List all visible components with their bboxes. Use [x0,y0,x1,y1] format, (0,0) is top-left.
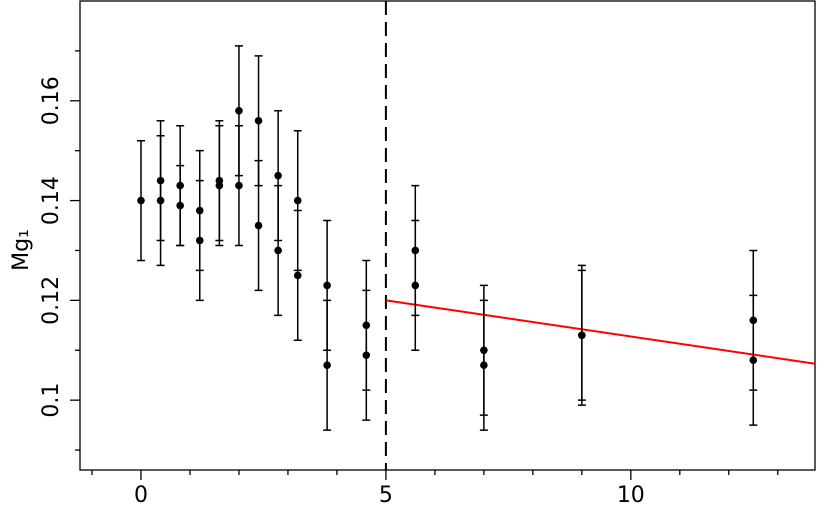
point [137,196,145,205]
point [293,196,302,205]
point [195,236,204,245]
point [293,271,302,280]
point [411,281,420,290]
y-tick-label: 0.12 [39,276,64,325]
fit-line [385,299,816,365]
point [176,201,184,210]
point [235,106,243,115]
y-axis-label: Mg₁ [9,229,34,271]
y-tick-label: 0.16 [39,76,64,125]
x-tick-label: 0 [134,483,148,506]
point [156,196,165,205]
plot-frame [79,0,816,471]
point [274,246,282,255]
point [254,116,263,125]
point [235,181,243,190]
point [215,181,224,190]
point [254,221,263,230]
point [749,356,758,365]
x-tick-label: 5 [379,483,393,506]
point [362,351,371,360]
point [323,281,331,290]
y-tick-label: 0.1 [39,383,64,418]
x-tick-label: 10 [617,483,645,506]
y-tick-label: 0.14 [39,176,64,225]
point [480,361,488,370]
point [323,361,331,370]
point [274,171,282,180]
point [578,331,586,340]
